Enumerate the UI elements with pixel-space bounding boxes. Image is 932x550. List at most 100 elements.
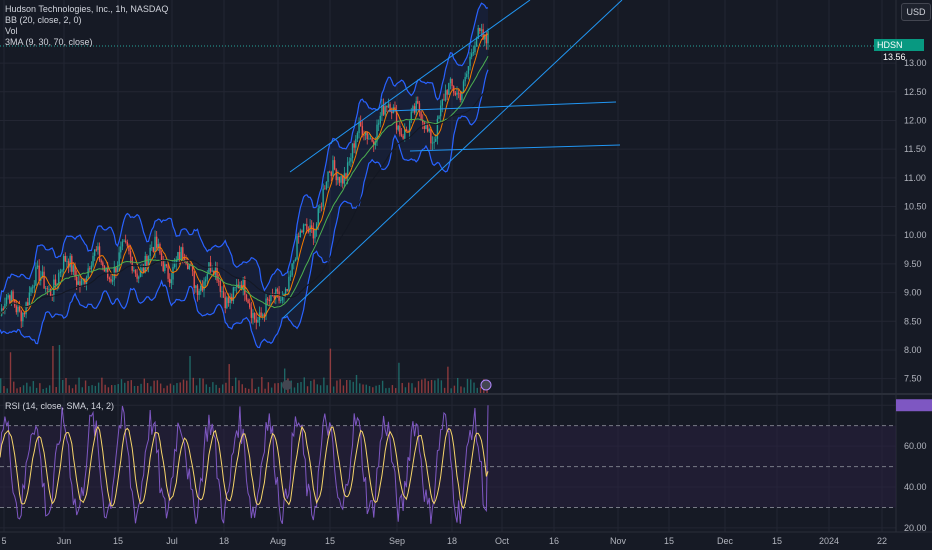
candle-body	[9, 295, 11, 304]
candle-body	[482, 29, 484, 40]
symbol-title[interactable]: Hudson Technologies, Inc., 1h, NASDAQ	[5, 4, 169, 14]
candle-body	[330, 172, 333, 176]
volume-bar	[466, 378, 469, 393]
volume-bar	[26, 382, 28, 393]
rsi-tick-label: 40.00	[904, 482, 927, 492]
candle-body	[234, 286, 236, 288]
vol-indicator-label[interactable]: Vol	[5, 26, 18, 36]
candle-body	[399, 125, 401, 135]
candle-body	[111, 279, 114, 282]
volume-bar	[453, 385, 456, 393]
volume-bar	[316, 384, 319, 393]
rsi-line	[0, 405, 489, 525]
price-tick-label: 11.00	[904, 173, 926, 183]
volume-bar	[244, 387, 247, 393]
candle-body	[144, 255, 146, 273]
currency-button[interactable]: USD	[901, 3, 931, 21]
candle-body	[100, 260, 102, 263]
candle-body	[368, 138, 370, 140]
volume-bar	[16, 388, 18, 393]
candle-body	[366, 132, 368, 139]
volume-bar	[238, 380, 240, 393]
volume-bar	[463, 387, 465, 393]
bb-indicator-label[interactable]: BB (20, close, 2, 0)	[5, 15, 82, 25]
volume-bar	[261, 377, 263, 393]
volume-bar	[159, 383, 162, 393]
volume-bar	[332, 386, 335, 393]
candle-body	[404, 129, 406, 139]
candle-body	[324, 188, 326, 190]
candle-body	[62, 256, 65, 271]
candle-body	[152, 247, 155, 252]
volume-bar	[192, 377, 194, 393]
last-price-value: 13.56	[883, 52, 906, 62]
candle-body	[289, 275, 292, 277]
volume-bar	[140, 383, 142, 393]
candle-body	[17, 306, 19, 313]
candle-body	[376, 124, 378, 142]
candle-body	[102, 262, 104, 267]
candle-body	[129, 250, 132, 257]
price-tick-label: 11.50	[904, 144, 926, 154]
ma-indicator-label[interactable]: 3MA (9, 30, 70, close)	[5, 37, 93, 47]
rsi-indicator-label[interactable]: RSI (14, close, SMA, 14, 2)	[5, 401, 115, 411]
volume-bar	[120, 379, 123, 393]
volume-bar	[110, 385, 113, 393]
price-pane	[0, 0, 896, 393]
volume-bar	[251, 378, 253, 393]
candle-body	[206, 274, 208, 280]
volume-bar	[359, 383, 361, 393]
volume-bar	[68, 385, 70, 393]
volume-bar	[293, 387, 296, 393]
candle-body	[311, 225, 313, 229]
volume-bar	[365, 384, 367, 393]
channel-upper-line	[289, 0, 531, 173]
candle-body	[131, 256, 133, 271]
candle-body	[418, 103, 421, 112]
candle-body	[247, 299, 249, 304]
volume-bar	[55, 386, 57, 393]
volume-bar	[470, 379, 472, 393]
volume-bar	[440, 380, 443, 393]
candle-body	[461, 93, 463, 101]
candle-body	[299, 230, 302, 237]
time-tick-label: Sep	[389, 536, 405, 546]
candle-body	[444, 90, 447, 101]
candle-body	[219, 280, 222, 292]
volume-bar	[450, 388, 452, 393]
candle-body	[457, 92, 460, 94]
candle-body	[315, 223, 318, 230]
volume-bar	[48, 385, 51, 393]
candle-body	[124, 240, 127, 242]
price-tick-label: 12.50	[904, 87, 927, 97]
volume-bar	[368, 386, 371, 393]
candle-body	[433, 141, 435, 143]
candle-body	[410, 111, 412, 121]
candle-body	[408, 120, 411, 132]
candle-body	[118, 252, 120, 266]
candle-body	[193, 271, 195, 289]
candle-body	[319, 206, 321, 209]
volume-bar	[274, 383, 276, 393]
candle-body	[18, 306, 21, 311]
candle-body	[92, 255, 94, 266]
candle-body	[280, 300, 282, 302]
candle-body	[28, 292, 31, 306]
candle-body	[240, 284, 243, 290]
time-tick-label: Aug	[270, 536, 286, 546]
candle-body	[436, 118, 439, 139]
volume-bar	[71, 388, 74, 393]
time-tick-label: 15	[325, 536, 335, 546]
candle-body	[56, 283, 58, 285]
candle-body	[69, 255, 71, 268]
candle-body	[420, 111, 422, 121]
time-tick-label: 5	[1, 536, 6, 546]
candle-body	[346, 162, 349, 178]
candle-body	[474, 46, 476, 53]
candle-body	[462, 81, 465, 94]
time-tick-label: Dec	[717, 536, 734, 546]
volume-bar	[270, 387, 273, 393]
volume-bar	[248, 388, 250, 393]
candle-body	[33, 285, 35, 288]
